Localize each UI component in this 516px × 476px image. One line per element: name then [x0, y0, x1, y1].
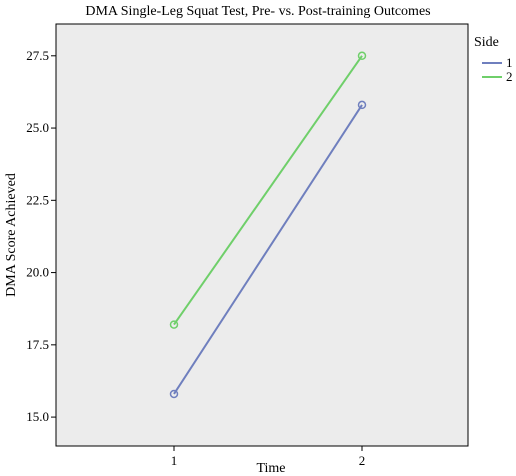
series-line-1 — [173, 104, 363, 395]
series-1-point — [357, 100, 367, 110]
legend-label-1: 1 — [506, 55, 513, 70]
plot-area — [55, 23, 469, 447]
series-1-point — [169, 389, 179, 399]
series-2-point — [169, 320, 179, 329]
series-2-point — [357, 51, 367, 61]
legend-label-2: 2 — [506, 69, 513, 84]
y-axis-ticks: 15.0 17.5 20.0 22.5 25.0 27.5 — [26, 48, 56, 424]
x-tick-label: 2 — [359, 453, 366, 468]
y-tick-label: 27.5 — [26, 48, 49, 63]
legend-title: Side — [474, 35, 499, 50]
x-axis-label: Time — [256, 461, 285, 476]
y-tick-label: 17.5 — [26, 337, 49, 352]
series-line-2 — [173, 55, 363, 326]
series-group — [169, 51, 367, 399]
x-tick-label: 1 — [171, 453, 178, 468]
y-tick-label: 20.0 — [26, 265, 49, 280]
y-axis-label: DMA Score Achieved — [4, 173, 19, 297]
chart-title: DMA Single-Leg Squat Test, Pre- vs. Post… — [85, 4, 430, 19]
y-tick-label: 25.0 — [26, 120, 49, 135]
legend: Side 12 — [474, 35, 513, 84]
y-tick-label: 22.5 — [26, 192, 49, 207]
y-tick-label: 15.0 — [26, 409, 49, 424]
